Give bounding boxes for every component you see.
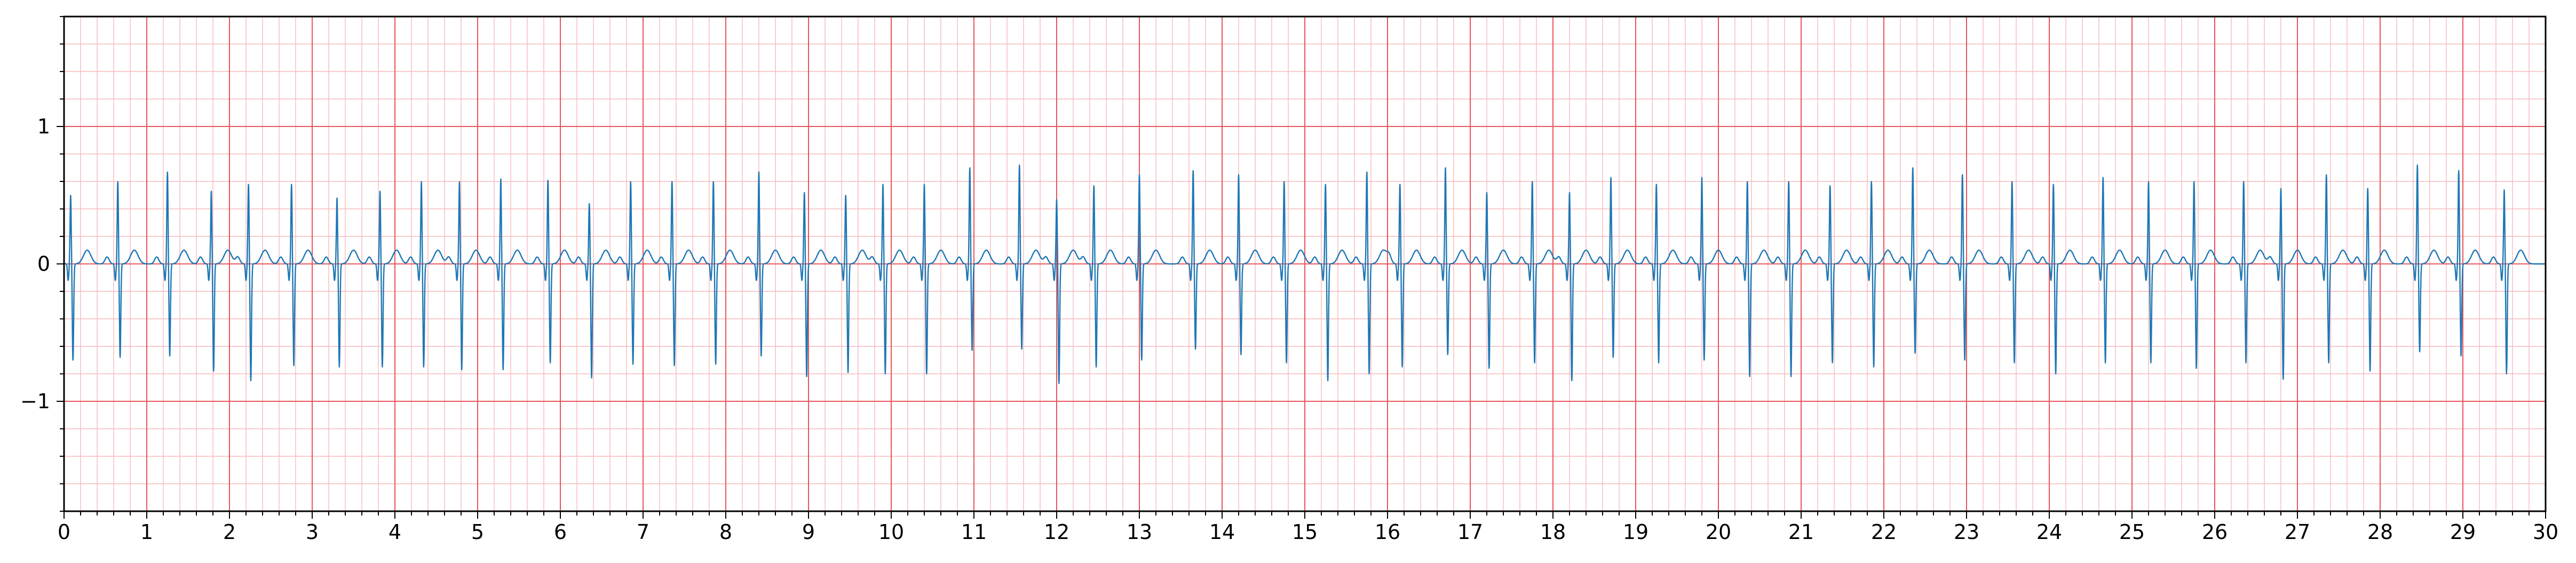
x-tick-label: 17 bbox=[1457, 520, 1483, 544]
x-tick-label: 22 bbox=[1871, 520, 1897, 544]
x-tick-label: 15 bbox=[1292, 520, 1318, 544]
x-tick-label: 2 bbox=[223, 520, 236, 544]
x-tick-label: 27 bbox=[2285, 520, 2310, 544]
x-tick-label: 23 bbox=[1954, 520, 1979, 544]
x-tick-label: 20 bbox=[1706, 520, 1731, 544]
x-tick-label: 28 bbox=[2367, 520, 2393, 544]
x-tick-label: 9 bbox=[802, 520, 815, 544]
x-tick-label: 4 bbox=[389, 520, 401, 544]
y-tick-label: −1 bbox=[20, 390, 50, 413]
x-tick-label: 6 bbox=[554, 520, 567, 544]
y-tick-label: 0 bbox=[37, 252, 50, 276]
x-tick-label: 1 bbox=[140, 520, 153, 544]
y-axis: 1 0 −1 bbox=[20, 16, 64, 512]
x-tick-label: 0 bbox=[58, 520, 70, 544]
x-tick-label: 10 bbox=[878, 520, 904, 544]
x-tick-label: 29 bbox=[2450, 520, 2476, 544]
x-tick-label: 25 bbox=[2119, 520, 2145, 544]
y-tick-label: 1 bbox=[37, 115, 50, 138]
x-tick-label: 21 bbox=[1788, 520, 1814, 544]
x-tick-label: 11 bbox=[961, 520, 987, 544]
x-tick-label: 18 bbox=[1540, 520, 1566, 544]
x-tick-label: 24 bbox=[2036, 520, 2062, 544]
x-tick-label: 5 bbox=[471, 520, 484, 544]
x-tick-label: 19 bbox=[1623, 520, 1648, 544]
x-tick-label: 12 bbox=[1044, 520, 1069, 544]
x-tick-label: 26 bbox=[2202, 520, 2228, 544]
x-tick-label: 16 bbox=[1375, 520, 1400, 544]
x-tick-label: 8 bbox=[719, 520, 732, 544]
x-tick-label: 30 bbox=[2533, 520, 2558, 544]
x-tick-label: 3 bbox=[306, 520, 319, 544]
x-tick-label: 14 bbox=[1209, 520, 1235, 544]
x-tick-label: 7 bbox=[637, 520, 649, 544]
x-tick-label: 13 bbox=[1127, 520, 1152, 544]
ecg-trace bbox=[64, 164, 2546, 384]
x-axis: 0 1 2 3 4 5 6 7 8 9 10 11 12 13 14 15 16 17 18 19 20 21 22 23 24… bbox=[58, 511, 2558, 544]
